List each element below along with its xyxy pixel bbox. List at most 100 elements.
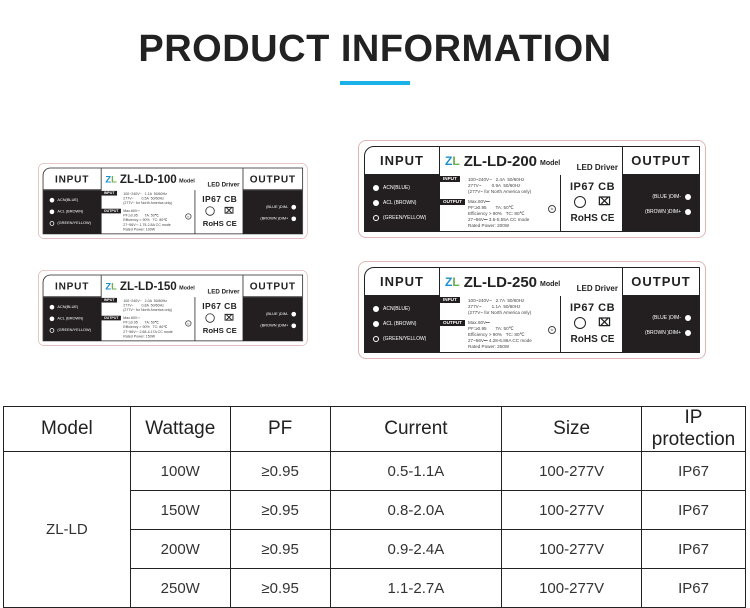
output-tag: OUTPUT (440, 199, 465, 205)
table-cell: 100-277V (501, 451, 642, 491)
tc-icon: tc (185, 213, 192, 220)
table-cell: ≥0.95 (229, 451, 331, 491)
pin-label: ACL (BROWN) (383, 320, 417, 327)
pin-dot-icon (49, 304, 55, 310)
certifications: IP67 CB ⌧ RoHS CE (194, 297, 245, 341)
weee-bin-icon: ⌧ (224, 206, 234, 216)
column-header: Model (3, 406, 131, 452)
specs: INPUT 100~240V~ 2.4A 50/60Hz 277V~ 0.9A 5… (440, 175, 560, 231)
pin-label: (GREEN/YELLOW) (57, 220, 91, 226)
table-row: 200W ≥0.95 0.9-2.4A 100-277V IP67 (4, 529, 746, 569)
zl-logo-icon: ZL (105, 173, 117, 185)
certifications: IP67 CB ⌧ RoHS CE (560, 175, 624, 231)
title-underline (340, 81, 410, 85)
table-cell: 100W (129, 451, 231, 491)
table-cell: 100-277V (501, 568, 642, 608)
column-header: Size (501, 406, 642, 452)
certifications: IP67 CB ⌧ RoHS CE (560, 296, 624, 352)
table-cell: 0.8-2.0A (329, 490, 503, 530)
zl-logo-icon: ZL (445, 275, 460, 289)
ip-rating: IP67 CB (202, 194, 238, 205)
table-cell: 100-277V (501, 529, 642, 569)
table-cell: ≥0.95 (229, 490, 331, 530)
pin-dot-icon (291, 204, 297, 210)
page-title: PRODUCT INFORMATION (138, 28, 612, 70)
ground-icon (49, 327, 55, 333)
column-header: PF (229, 406, 331, 452)
label-title: ZL ZL-LD-200 Model LED Driver (440, 147, 622, 175)
input-header: INPUT (43, 275, 102, 298)
column-header: IP protection (641, 406, 746, 452)
zl-logo-icon: ZL (105, 280, 117, 292)
input-header: INPUT (43, 168, 102, 191)
product-table: Model Wattage PF Current Size IP protection Z… (3, 406, 746, 608)
input-pins: ACN(BLUE) ACL (BROWN) (GREEN/YELLOW) (43, 190, 102, 234)
pin-dot-icon (373, 305, 379, 312)
pin-dot-icon (373, 199, 379, 206)
input-tag: INPUT (440, 297, 460, 303)
led-driver-text: LED Driver (576, 163, 618, 172)
pin-dot-icon (685, 208, 691, 215)
output-specs: Max.60V⎓ PF:≥0.95 TA: 50℃ Efficiency > 90%… (468, 320, 532, 349)
column-header: Current (329, 406, 503, 452)
driver-label-zl-ld-200: INPUT ACN(BLUE) ACL (BROWN) (GREEN/YELLO… (358, 140, 706, 238)
class-ii-icon (205, 206, 215, 216)
table-cell: IP67 (641, 529, 746, 569)
label-title: ZL ZL-LD-150 Model LED Driver (102, 275, 243, 297)
table-cell: IP67 (641, 490, 746, 530)
pin-dot-icon (373, 320, 379, 327)
rohs-ce-mark: RoHS CE (202, 326, 237, 336)
input-pins: ACN(BLUE) ACL (BROWN) (GREEN/YELLOW) (365, 175, 440, 231)
pin-label: (BLUE )DIM- (652, 193, 681, 200)
model-cell: ZL-LD (3, 451, 131, 608)
class-ii-icon (574, 196, 587, 208)
output-tag: OUTPUT (101, 208, 121, 214)
table-cell: IP67 (641, 451, 746, 491)
pin-dot-icon (373, 184, 379, 191)
input-header: INPUT (365, 147, 440, 175)
pin-label: ACN(BLUE) (383, 184, 410, 191)
pin-dot-icon (685, 329, 691, 336)
pin-label: ACN(BLUE) (57, 197, 79, 203)
pin-label: (BROWN )DIM+ (645, 329, 681, 336)
zl-logo-icon: ZL (445, 154, 460, 168)
output-specs: Max.60V⎓ PF:≥0.95 TA: 50℃ Efficiency > 90%… (468, 199, 530, 228)
table-cell: 250W (129, 568, 231, 608)
pin-label: (BLUE )DIM- (266, 204, 289, 210)
table-cell: 150W (129, 490, 231, 530)
pin-label: (BLUE )DIM- (266, 311, 289, 317)
output-specs: Max.60V⎓ PF:≥0.95 TA: 50℃ Efficiency > 90%… (123, 315, 173, 339)
led-driver-text: LED Driver (207, 180, 240, 188)
pin-label: (GREEN/YELLOW) (57, 327, 91, 333)
pin-dot-icon (49, 316, 55, 321)
pin-label: ACN(BLUE) (57, 304, 79, 310)
pin-label: (BLUE )DIM- (652, 314, 681, 321)
rohs-ce-mark: RoHS CE (570, 213, 615, 224)
model-name: ZL-LD-150 (119, 279, 177, 293)
label-panel: INPUT ACN(BLUE) ACL (BROWN) (GREEN/YELLO… (42, 167, 304, 235)
model-word: Model (540, 159, 561, 167)
input-specs: 100~240V~ 1.1A 50/60Hz 277V~ 0.5A 50/60Hz… (123, 191, 173, 205)
pin-dot-icon (685, 193, 691, 200)
table-cell: ≥0.95 (229, 529, 331, 569)
model-name: ZL-LD-100 (119, 172, 177, 186)
model-word: Model (540, 280, 561, 288)
model-name: ZL-LD-250 (463, 273, 538, 291)
driver-label-zl-ld-150: INPUT ACN(BLUE) ACL (BROWN) (GREEN/YELLO… (38, 270, 308, 346)
table-cell: 100-277V (501, 490, 642, 530)
table-row: 150W ≥0.95 0.8-2.0A 100-277V IP67 (4, 490, 746, 530)
label-panel: INPUT ACN(BLUE) ACL (BROWN) (GREEN/YELLO… (364, 146, 700, 232)
ip-rating: IP67 CB (569, 302, 616, 314)
input-pins: ACN(BLUE) ACL (BROWN) (GREEN/YELLOW) (43, 297, 102, 341)
rohs-ce-mark: RoHS CE (202, 219, 237, 229)
weee-bin-icon: ⌧ (598, 317, 611, 329)
table-row: ZL-LD 100W ≥0.95 0.5-1.1A 100-277V IP67 (3, 451, 746, 608)
model-word: Model (179, 178, 195, 184)
pin-label: ACL (BROWN) (57, 209, 84, 214)
ground-icon (373, 214, 379, 221)
tc-icon: tc (548, 205, 556, 213)
pin-dot-icon (49, 197, 55, 203)
led-driver-text: LED Driver (576, 284, 618, 293)
specs: INPUT 100~240V~ 2.7A 50/60Hz 277V~ 1.1A 5… (440, 296, 560, 352)
driver-label-zl-ld-100: INPUT ACN(BLUE) ACL (BROWN) (GREEN/YELLO… (38, 163, 308, 239)
